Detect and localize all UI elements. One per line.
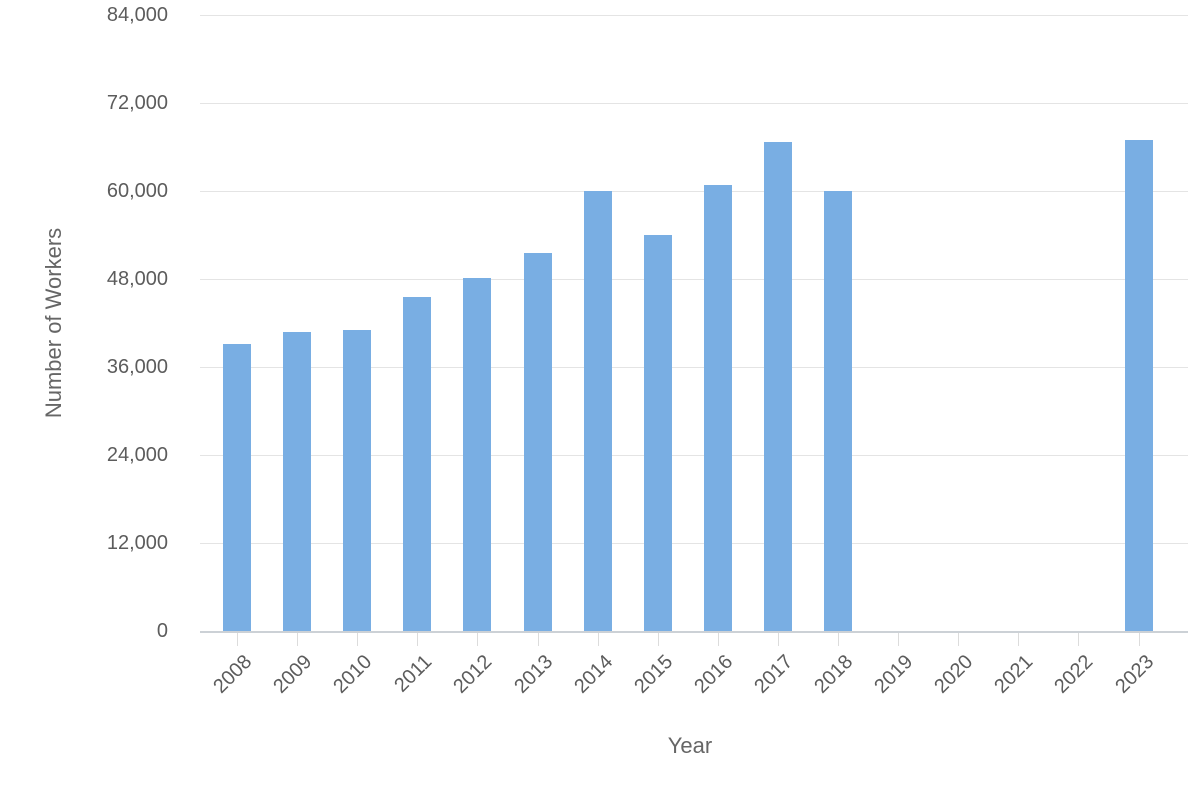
x-tick-mark-2020 xyxy=(958,633,960,646)
gridline-12000 xyxy=(200,542,1188,544)
x-tick-mark-2010 xyxy=(357,633,359,646)
bar-2012 xyxy=(463,278,492,631)
x-tick-mark-2016 xyxy=(717,633,719,646)
gridline-36000 xyxy=(200,366,1188,368)
x-tick-mark-2019 xyxy=(898,633,900,646)
x-tick-mark-2014 xyxy=(597,633,599,646)
gridline-72000 xyxy=(200,102,1188,104)
bar-2008 xyxy=(223,343,252,631)
bar-2009 xyxy=(283,331,312,631)
y-tick-label-60000: 60,000 xyxy=(106,180,168,202)
x-tick-mark-2009 xyxy=(297,633,299,646)
x-tick-mark-2015 xyxy=(657,633,659,646)
x-tick-mark-2021 xyxy=(1018,633,1020,646)
y-tick-label-48000: 48,000 xyxy=(106,268,168,290)
gridline-24000 xyxy=(200,454,1188,456)
x-axis-line xyxy=(200,631,1188,633)
x-axis-title: Year xyxy=(667,733,713,758)
x-tick-mark-2017 xyxy=(777,633,779,646)
y-tick-label-36000: 36,000 xyxy=(106,356,168,378)
gridline-84000 xyxy=(200,14,1188,16)
y-tick-label-12000: 12,000 xyxy=(106,532,168,554)
bar-2016 xyxy=(703,185,732,631)
bar-2023 xyxy=(1124,139,1153,631)
x-tick-mark-2011 xyxy=(417,633,419,646)
x-tick-mark-2018 xyxy=(838,633,840,646)
x-tick-mark-2013 xyxy=(537,633,539,646)
gridline-48000 xyxy=(200,278,1188,280)
bar-2015 xyxy=(643,235,672,631)
gridline-60000 xyxy=(200,190,1188,192)
x-tick-mark-2022 xyxy=(1078,633,1080,646)
bar-2014 xyxy=(583,191,612,631)
bar-2011 xyxy=(403,296,432,631)
bar-2010 xyxy=(343,329,372,631)
bar-2017 xyxy=(763,141,792,631)
y-tick-label-24000: 24,000 xyxy=(106,444,168,466)
x-tick-mark-2008 xyxy=(237,633,239,646)
y-axis-title: Number of Workers xyxy=(41,227,66,419)
y-tick-label-84000: 84,000 xyxy=(106,4,168,26)
bar-2018 xyxy=(824,191,853,631)
y-tick-label-0: 0 xyxy=(156,620,168,642)
x-tick-mark-2023 xyxy=(1138,633,1140,646)
x-tick-mark-2012 xyxy=(477,633,479,646)
bar-2013 xyxy=(523,253,552,631)
y-tick-label-72000: 72,000 xyxy=(106,92,168,114)
